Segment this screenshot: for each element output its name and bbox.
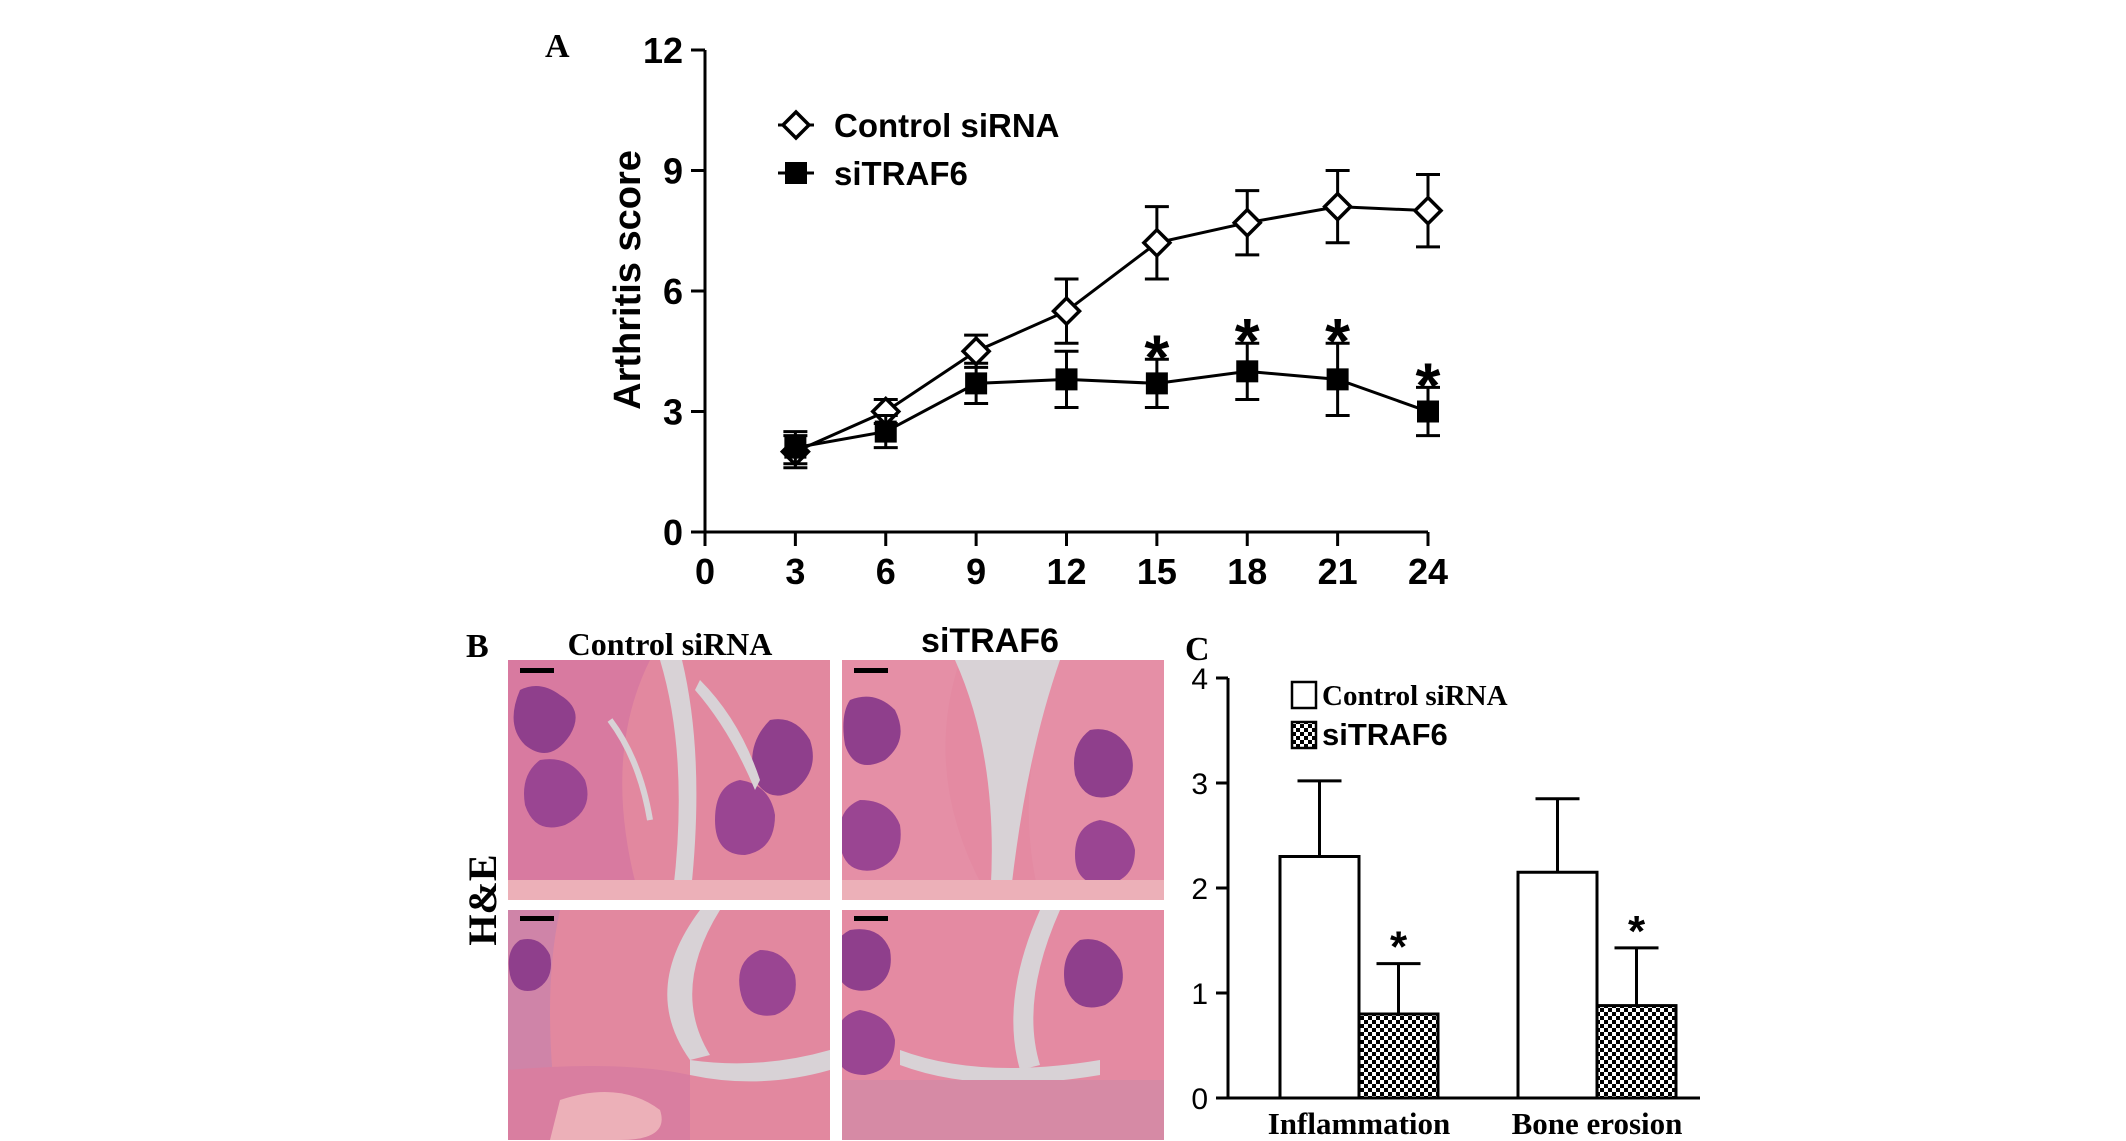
panel-a-y-axis-label: Arthritis score <box>607 150 649 410</box>
data-point <box>1236 360 1259 383</box>
panel-c-category-labels: Inflammation Bone erosion <box>1268 1106 1683 1141</box>
x-tick-label: 18 <box>1227 551 1267 592</box>
scale-bar <box>520 916 554 921</box>
panel-a-x-tick-labels: 0 3 6 9 12 15 18 21 24 <box>695 551 1448 592</box>
series-sitraf6 <box>783 341 1440 466</box>
y-tick-label: 0 <box>1191 1083 1208 1116</box>
legend-item: Control siRNA <box>1290 680 1508 712</box>
significance-asterisk: * <box>1416 349 1441 421</box>
panel-a-significance-marks: * * * * <box>1144 305 1440 421</box>
legend-label: Control siRNA <box>1322 680 1508 712</box>
x-tick-label: 12 <box>1046 551 1086 592</box>
panel-a-letter: A <box>545 28 570 65</box>
data-point <box>1145 372 1168 395</box>
legend-swatch <box>1290 680 1318 710</box>
panel-a-series <box>779 169 1444 470</box>
panel-a-legend: Control siRNA siTRAF6 <box>778 107 1060 192</box>
data-point <box>1412 195 1444 227</box>
data-point <box>960 335 992 367</box>
x-tick-label: 0 <box>695 551 715 592</box>
legend-item: Control siRNA <box>778 107 1060 144</box>
micrograph-control-top <box>508 660 830 900</box>
significance-asterisk: * <box>1235 305 1260 377</box>
bar <box>1516 870 1599 1100</box>
y-tick-label: 2 <box>1191 873 1208 906</box>
significance-asterisk: * <box>1325 305 1350 377</box>
y-tick-label: 12 <box>643 30 683 71</box>
legend-swatch <box>1290 720 1318 750</box>
data-point <box>1231 207 1263 239</box>
micrograph-sitraf6-top <box>842 660 1164 900</box>
y-tick-label: 9 <box>663 151 683 192</box>
legend-item: siTRAF6 <box>1290 717 1448 752</box>
significance-asterisk: * <box>1628 907 1646 956</box>
data-point <box>784 436 807 459</box>
data-point <box>1055 368 1078 391</box>
bar-group <box>1516 797 1678 1100</box>
data-point <box>1326 368 1349 391</box>
panel-c-legend: Control siRNA siTRAF6 <box>1290 680 1508 752</box>
panel-c-bars: * * <box>1278 779 1678 1100</box>
y-tick-label: 3 <box>1191 768 1208 801</box>
category-label: Inflammation <box>1268 1106 1451 1141</box>
data-point <box>1141 227 1173 259</box>
x-tick-label: 24 <box>1408 551 1448 592</box>
y-tick-label: 6 <box>663 271 683 312</box>
data-point <box>1322 191 1354 223</box>
data-point <box>874 420 897 443</box>
data-point <box>965 372 988 395</box>
panel-a-axes <box>691 48 1430 546</box>
x-tick-label: 15 <box>1137 551 1177 592</box>
legend-item: siTRAF6 <box>778 155 968 192</box>
x-tick-label: 9 <box>966 551 986 592</box>
panel-a-line-chart: A Arthritis score 0 3 6 9 12 15 18 21 24 036912 … <box>545 28 1448 592</box>
x-tick-label: 21 <box>1318 551 1358 592</box>
significance-asterisk: * <box>1390 923 1408 972</box>
bar-group <box>1278 779 1440 1100</box>
panel-c-y-tick-labels: 0 1 2 3 4 <box>1191 663 1208 1116</box>
panel-b-row-label-he: H&E <box>460 854 505 945</box>
bar <box>1595 1004 1678 1100</box>
scale-bar <box>854 916 888 921</box>
data-point <box>1051 295 1082 327</box>
panel-a-y-tick-labels: 0 3 6 9 12 <box>643 30 683 553</box>
category-label: Bone erosion <box>1512 1106 1683 1141</box>
panel-b-histology: B Control siRNA siTRAF6 H&E <box>460 622 1164 1140</box>
legend-marker <box>780 109 812 141</box>
y-tick-label: 3 <box>663 392 683 433</box>
series-control-sirna <box>779 169 1444 470</box>
series-line <box>795 369 1429 450</box>
significance-asterisk: * <box>1144 321 1169 393</box>
bar <box>1357 1012 1440 1100</box>
panel-b-column-label-sitraf6: siTRAF6 <box>921 622 1059 660</box>
series-line <box>794 205 1429 454</box>
micrograph-control-bottom <box>508 910 830 1140</box>
scale-bar <box>854 668 888 673</box>
y-tick-label: 0 <box>663 512 683 553</box>
panel-b-column-label-control: Control siRNA <box>568 626 773 662</box>
legend-label: Control siRNA <box>834 107 1060 144</box>
panel-c-letter: C <box>1185 631 1210 668</box>
data-point <box>1417 400 1439 423</box>
scale-bar <box>520 668 554 673</box>
legend-label: siTRAF6 <box>1322 717 1448 752</box>
x-tick-label: 3 <box>785 551 805 592</box>
micrograph-sitraf6-bottom <box>842 910 1164 1140</box>
y-tick-label: 1 <box>1191 978 1208 1011</box>
panel-b-letter: B <box>466 628 489 665</box>
legend-label: siTRAF6 <box>834 155 968 192</box>
x-tick-label: 6 <box>876 551 896 592</box>
bar <box>1278 855 1361 1100</box>
y-tick-label: 4 <box>1191 663 1208 696</box>
legend-marker <box>785 162 807 184</box>
